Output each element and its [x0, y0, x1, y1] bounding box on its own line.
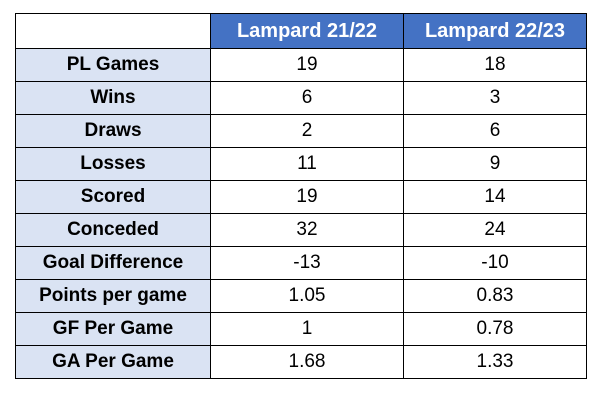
table-row: Points per game 1.05 0.83 [15, 279, 587, 313]
cell-value: 3 [403, 81, 587, 115]
row-label: GA Per Game [15, 345, 211, 379]
column-header-lampard-22-23: Lampard 22/23 [403, 13, 587, 49]
cell-value: 19 [210, 48, 404, 82]
row-label: Points per game [15, 279, 211, 313]
row-label: PL Games [15, 48, 211, 82]
cell-value: 19 [210, 180, 404, 214]
row-label: Scored [15, 180, 211, 214]
table-row: GF Per Game 1 0.78 [15, 312, 587, 346]
cell-value: 11 [210, 147, 404, 181]
table-row: Conceded 32 24 [15, 213, 587, 247]
cell-value: 24 [403, 213, 587, 247]
cell-value: 1 [210, 312, 404, 346]
cell-value: 6 [210, 81, 404, 115]
row-label: Losses [15, 147, 211, 181]
cell-value: 2 [210, 114, 404, 148]
table-row: Goal Difference -13 -10 [15, 246, 587, 280]
row-label: Conceded [15, 213, 211, 247]
table-body: PL Games 19 18 Wins 6 3 Draws 2 6 Losses… [15, 48, 587, 379]
header-row: Lampard 21/22 Lampard 22/23 [15, 13, 587, 49]
table-row: Wins 6 3 [15, 81, 587, 115]
cell-value: 0.78 [403, 312, 587, 346]
row-label: Wins [15, 81, 211, 115]
cell-value: 32 [210, 213, 404, 247]
cell-value: 6 [403, 114, 587, 148]
row-label: GF Per Game [15, 312, 211, 346]
cell-value: -13 [210, 246, 404, 280]
row-label: Draws [15, 114, 211, 148]
cell-value: 9 [403, 147, 587, 181]
cell-value: 1.33 [403, 345, 587, 379]
table-row: PL Games 19 18 [15, 48, 587, 82]
cell-value: 14 [403, 180, 587, 214]
header-blank-cell [15, 13, 211, 49]
table-row: GA Per Game 1.68 1.33 [15, 345, 587, 379]
row-label: Goal Difference [15, 246, 211, 280]
table-header: Lampard 21/22 Lampard 22/23 [15, 13, 587, 49]
cell-value: -10 [403, 246, 587, 280]
column-header-lampard-21-22: Lampard 21/22 [210, 13, 404, 49]
cell-value: 0.83 [403, 279, 587, 313]
cell-value: 18 [403, 48, 587, 82]
table-row: Draws 2 6 [15, 114, 587, 148]
stats-table: Lampard 21/22 Lampard 22/23 PL Games 19 … [15, 13, 587, 379]
cell-value: 1.68 [210, 345, 404, 379]
table-row: Scored 19 14 [15, 180, 587, 214]
cell-value: 1.05 [210, 279, 404, 313]
table-row: Losses 11 9 [15, 147, 587, 181]
